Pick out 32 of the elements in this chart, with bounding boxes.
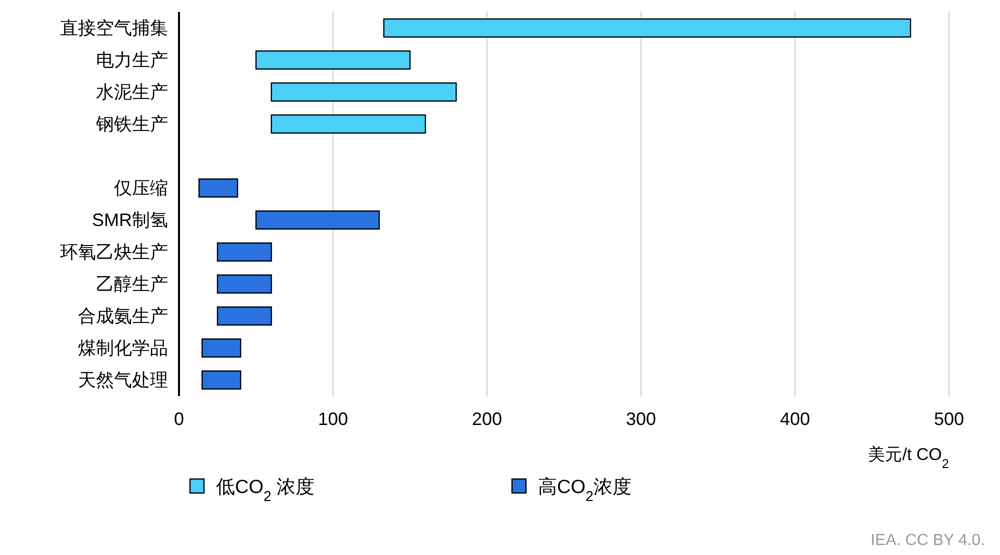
legend-label: 高CO$_{2}$浓度 (538, 476, 632, 505)
y-tick-label: 乙醇生产 (96, 274, 168, 294)
bar (216, 306, 272, 326)
text: IEA. CC BY 4.0. (870, 532, 985, 549)
y-tick-label: 钢铁生产 (95, 114, 168, 134)
y-tick-label: 直接空气捕集 (60, 18, 168, 38)
bar (198, 178, 238, 198)
y-tick-label: 天然气处理 (78, 370, 168, 390)
legend-label: 低CO$_{2}$ 浓度 (216, 476, 315, 505)
bar (255, 210, 380, 230)
bar (202, 338, 242, 358)
y-tick-label: 仅压缩 (114, 178, 168, 198)
x-tick-label: 500 (934, 409, 964, 429)
bar (202, 370, 242, 390)
bar (216, 242, 272, 262)
x-tick-label: 0 (174, 409, 184, 429)
y-tick-label: 环氧乙炔生产 (60, 242, 168, 262)
x-tick-label: 200 (472, 409, 502, 429)
y-tick-label: 电力生产 (96, 50, 168, 70)
x-axis-title: 美元/t CO$_{2}$ (868, 445, 949, 470)
y-tick-label: 水泥生产 (96, 82, 168, 102)
x-tick-label: 300 (626, 409, 656, 429)
bar (383, 18, 912, 38)
y-tick-label: 煤制化学品 (78, 338, 168, 358)
y-tick-label: SMR制氢 (92, 210, 168, 230)
y-tick-label: 合成氨生产 (78, 306, 168, 326)
bar (270, 82, 457, 102)
x-tick-label: 400 (780, 409, 810, 429)
bar (216, 274, 272, 294)
bar (255, 50, 411, 70)
x-tick-label: 100 (318, 409, 348, 429)
bar (270, 114, 426, 134)
